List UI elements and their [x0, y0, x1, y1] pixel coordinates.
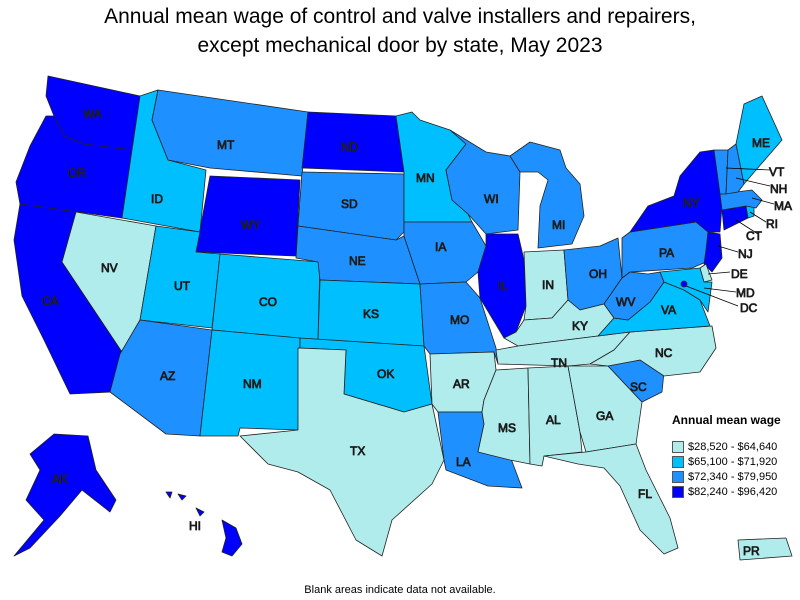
legend-item: $72,340 - $79,950: [672, 469, 800, 484]
map-title: Annual mean wage of control and valve in…: [0, 2, 800, 60]
label-in: IN: [542, 278, 554, 292]
label-nv: NV: [101, 261, 118, 275]
legend-label: $82,240 - $96,420: [688, 485, 778, 498]
state-nj[interactable]: [703, 231, 723, 273]
label-ct: CT: [746, 229, 763, 243]
label-ne: NE: [349, 254, 366, 268]
label-nh: NH: [770, 182, 787, 196]
state-md[interactable]: [659, 267, 713, 313]
label-oh: OH: [589, 267, 607, 281]
label-id: ID: [151, 192, 163, 206]
state-ma[interactable]: [719, 189, 763, 211]
label-nd: ND: [341, 140, 359, 154]
state-fl[interactable]: [543, 443, 679, 555]
state-tx[interactable]: [239, 347, 445, 557]
state-pr[interactable]: [737, 537, 793, 561]
label-me: ME: [752, 136, 770, 150]
title-line-1: Annual mean wage of control and valve in…: [104, 5, 696, 28]
label-ak: AK: [52, 472, 68, 486]
label-sd: SD: [341, 197, 358, 211]
label-sc: SC: [630, 380, 647, 394]
label-co: CO: [259, 295, 277, 309]
label-nj: NJ: [738, 247, 753, 261]
label-va: VA: [661, 303, 676, 317]
label-ia: IA: [435, 240, 446, 254]
state-wy[interactable]: [195, 175, 301, 257]
footnote: Blank areas indicate data not available.: [304, 584, 496, 596]
label-ok: OK: [377, 367, 394, 381]
state-nc[interactable]: [589, 325, 717, 377]
label-ky: KY: [572, 319, 588, 333]
label-or: OR: [68, 166, 86, 180]
label-mo: MO: [450, 313, 469, 327]
title-line-2: except mechanical door by state, May 202…: [197, 34, 603, 57]
legend: Annual mean wage $28,520 - $64,640 $65,1…: [672, 413, 800, 499]
label-la: LA: [456, 455, 471, 469]
legend-item: $28,520 - $64,640: [672, 439, 800, 454]
label-pr: PR: [743, 544, 760, 558]
label-dc: DC: [740, 301, 758, 315]
label-al: AL: [546, 413, 561, 427]
label-hi: HI: [189, 519, 201, 533]
label-nc: NC: [655, 346, 673, 360]
legend-swatch: [672, 455, 684, 468]
state-labels: WA OR CA NV ID MT WY UT CO AZ NM ND SD N…: [42, 107, 793, 559]
label-tx: TX: [350, 444, 365, 458]
legend-swatch: [672, 470, 684, 483]
label-pa: PA: [659, 246, 674, 260]
label-mt: MT: [217, 138, 235, 152]
label-md: MD: [736, 286, 755, 300]
state-sd[interactable]: [297, 171, 405, 241]
legend-label: $28,520 - $64,640: [688, 440, 778, 453]
legend-label: $72,340 - $79,950: [688, 470, 778, 483]
label-de: DE: [731, 267, 748, 281]
label-ga: GA: [596, 409, 613, 423]
label-ar: AR: [453, 377, 470, 391]
legend-swatch: [672, 440, 684, 453]
legend-title: Annual mean wage: [672, 413, 781, 427]
legend-label: $65,100 - $71,920: [688, 455, 778, 468]
label-ks: KS: [363, 307, 379, 321]
label-tn: TN: [551, 356, 567, 370]
legend-item: $82,240 - $96,420: [672, 484, 800, 499]
label-wy: WY: [241, 218, 260, 232]
label-ut: UT: [174, 279, 191, 293]
label-fl: FL: [638, 487, 652, 501]
label-ny: NY: [683, 196, 700, 210]
legend-swatch: [672, 485, 684, 498]
state-mi[interactable]: [509, 141, 585, 249]
label-ri: RI: [766, 217, 778, 231]
label-vt: VT: [769, 165, 785, 179]
state-dc[interactable]: [680, 280, 688, 288]
label-wi: WI: [484, 192, 499, 206]
label-nm: NM: [243, 377, 262, 391]
label-ms: MS: [498, 421, 516, 435]
label-mi: MI: [552, 218, 565, 232]
state-ny[interactable]: [629, 149, 723, 233]
label-ca: CA: [42, 294, 59, 308]
label-wv: WV: [616, 295, 635, 309]
state-ak[interactable]: [13, 433, 117, 557]
label-wa: WA: [83, 107, 102, 121]
state-ia[interactable]: [403, 221, 487, 285]
label-mn: MN: [416, 171, 435, 185]
state-nh[interactable]: [725, 143, 745, 195]
state-me[interactable]: [735, 95, 783, 185]
label-il: IL: [498, 279, 508, 293]
legend-item: $65,100 - $71,920: [672, 454, 800, 469]
label-az: AZ: [160, 369, 175, 383]
leader-lines: [685, 167, 775, 307]
state-hi[interactable]: [165, 491, 243, 557]
label-ma: MA: [774, 199, 792, 213]
